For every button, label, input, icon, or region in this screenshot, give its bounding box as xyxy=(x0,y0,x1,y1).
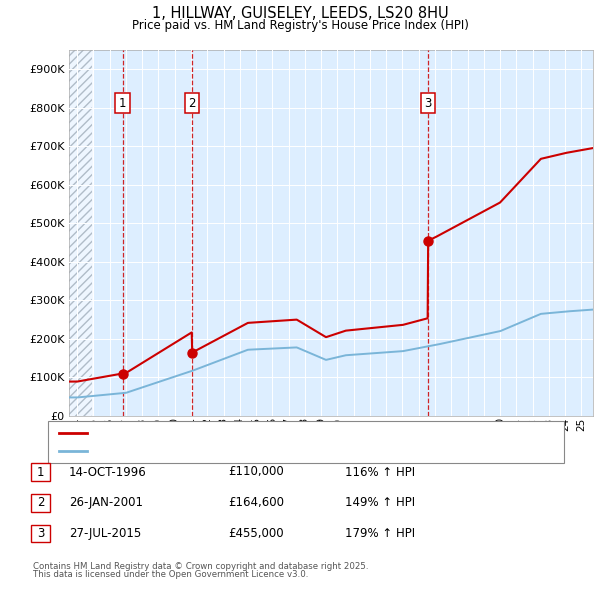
Text: 26-JAN-2001: 26-JAN-2001 xyxy=(69,496,143,509)
Text: 1: 1 xyxy=(119,97,126,110)
Text: 27-JUL-2015: 27-JUL-2015 xyxy=(69,527,141,540)
Text: 2: 2 xyxy=(37,496,44,509)
Text: 116% ↑ HPI: 116% ↑ HPI xyxy=(345,466,415,478)
Text: 3: 3 xyxy=(37,527,44,540)
Text: £455,000: £455,000 xyxy=(228,527,284,540)
Text: 1, HILLWAY, GUISELEY, LEEDS, LS20 8HU: 1, HILLWAY, GUISELEY, LEEDS, LS20 8HU xyxy=(152,6,448,21)
Text: This data is licensed under the Open Government Licence v3.0.: This data is licensed under the Open Gov… xyxy=(33,571,308,579)
Text: 149% ↑ HPI: 149% ↑ HPI xyxy=(345,496,415,509)
Text: HPI: Average price, semi-detached house, Leeds: HPI: Average price, semi-detached house,… xyxy=(93,446,345,456)
Text: 2: 2 xyxy=(188,97,196,110)
Text: 3: 3 xyxy=(424,97,432,110)
Text: 14-OCT-1996: 14-OCT-1996 xyxy=(69,466,147,478)
Text: £164,600: £164,600 xyxy=(228,496,284,509)
Text: 1, HILLWAY, GUISELEY, LEEDS, LS20 8HU (semi-detached house): 1, HILLWAY, GUISELEY, LEEDS, LS20 8HU (s… xyxy=(93,428,427,438)
Text: 1: 1 xyxy=(37,466,44,478)
Text: Price paid vs. HM Land Registry's House Price Index (HPI): Price paid vs. HM Land Registry's House … xyxy=(131,19,469,32)
Bar xyxy=(69,50,92,416)
Text: £110,000: £110,000 xyxy=(228,466,284,478)
Bar xyxy=(69,50,92,416)
Text: 179% ↑ HPI: 179% ↑ HPI xyxy=(345,527,415,540)
Text: Contains HM Land Registry data © Crown copyright and database right 2025.: Contains HM Land Registry data © Crown c… xyxy=(33,562,368,571)
